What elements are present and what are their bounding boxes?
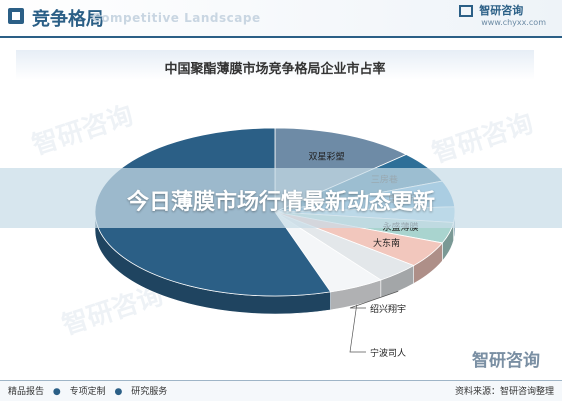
pie-slice-label: 绍兴翔宇 [370,303,406,315]
banner-headline: 今日薄膜市场行情最新动态更新 [126,190,435,215]
header-bar: 竞争格局 Competitive Landscape 智研咨询 www.chyx… [0,0,562,38]
chart-title-strip: 中国聚酯薄膜市场竞争格局企业市占率 [16,50,534,80]
pie-slice-label: 大东南 [373,237,400,249]
pie-slice-label: 宁波司人 [370,347,406,359]
label-leader-line [349,304,366,353]
bullet-icon: ● [114,387,123,397]
brand-name: 智研咨询 [459,4,546,18]
chart-title: 中国聚酯薄膜市场竞争格局企业市占率 [164,62,386,77]
pie-slice-label: 双星彩塑 [308,151,344,162]
footer-link-reports[interactable]: 精品报告 [8,387,45,397]
brand-mark-icon [459,5,474,17]
footer-link-research[interactable]: 研究服务 [131,387,168,397]
source-note: 资料来源：智研咨询整理 [454,387,554,397]
overlay-banner[interactable]: 今日薄膜市场行情最新动态更新 [0,168,562,228]
footer-bar: 精品报告 ● 专项定制 ● 研究服务 资料来源：智研咨询整理 [0,380,562,401]
brand-logo[interactable]: 智研咨询 www.chyxx.com [459,4,546,28]
brand-url[interactable]: www.chyxx.com [481,18,546,27]
footer-brand-logo: 智研咨询 [472,351,540,371]
footer-link-custom[interactable]: 专项定制 [69,387,106,397]
footer-links: 精品报告 ● 专项定制 ● 研究服务 [8,384,173,397]
label-leader-line [349,290,399,309]
page-subtitle: Competitive Landscape [92,11,261,25]
page-title: 竞争格局 [32,9,104,30]
section-tag-icon [8,8,24,24]
bullet-icon: ● [52,387,61,397]
